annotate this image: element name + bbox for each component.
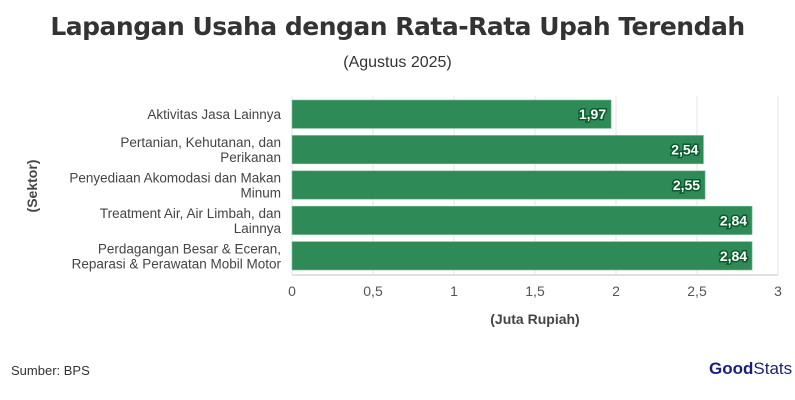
goodstats-logo: GoodStats	[709, 359, 793, 378]
x-tick-label: 0	[288, 283, 296, 299]
category-label: Pertanian, Kehutanan, dan	[120, 135, 281, 150]
bar	[291, 205, 753, 235]
data-label: 2,84	[720, 248, 747, 264]
x-tick-label: 0,5	[363, 283, 383, 299]
x-tick-label: 2	[612, 283, 620, 299]
data-label: 2,55	[673, 177, 700, 193]
x-tick-label: 1	[450, 283, 458, 299]
x-tick-label: 2,5	[687, 283, 707, 299]
data-label: 1,97	[579, 106, 606, 122]
chart-title: Lapangan Usaha dengan Rata-Rata Upah Ter…	[50, 12, 745, 41]
bar	[291, 135, 704, 165]
category-label: Minum	[240, 186, 281, 201]
y-axis-title: (Sektor)	[24, 160, 40, 213]
bar	[291, 170, 706, 200]
category-label: Perdagangan Besar & Eceran,	[98, 241, 281, 256]
data-label: 2,84	[720, 212, 747, 228]
source-note: Sumber: BPS	[11, 363, 90, 378]
x-tick-label: 3	[774, 283, 782, 299]
category-label: Penyediaan Akomodasi dan Makan	[69, 171, 281, 186]
x-tick-label: 1,5	[525, 283, 545, 299]
category-label: Treatment Air, Air Limbah, dan	[100, 206, 281, 221]
category-label: Perikanan	[220, 150, 281, 165]
chart-subtitle: (Agustus 2025)	[343, 54, 452, 71]
category-label: Aktivitas Jasa Lainnya	[147, 107, 281, 122]
data-label: 2,54	[671, 142, 698, 158]
bar	[291, 99, 612, 129]
x-axis-title: (Juta Rupiah)	[490, 311, 579, 327]
category-label: Lainnya	[234, 221, 282, 236]
bar	[291, 241, 753, 271]
category-label: Reparasi & Perawatan Mobil Motor	[72, 256, 282, 271]
